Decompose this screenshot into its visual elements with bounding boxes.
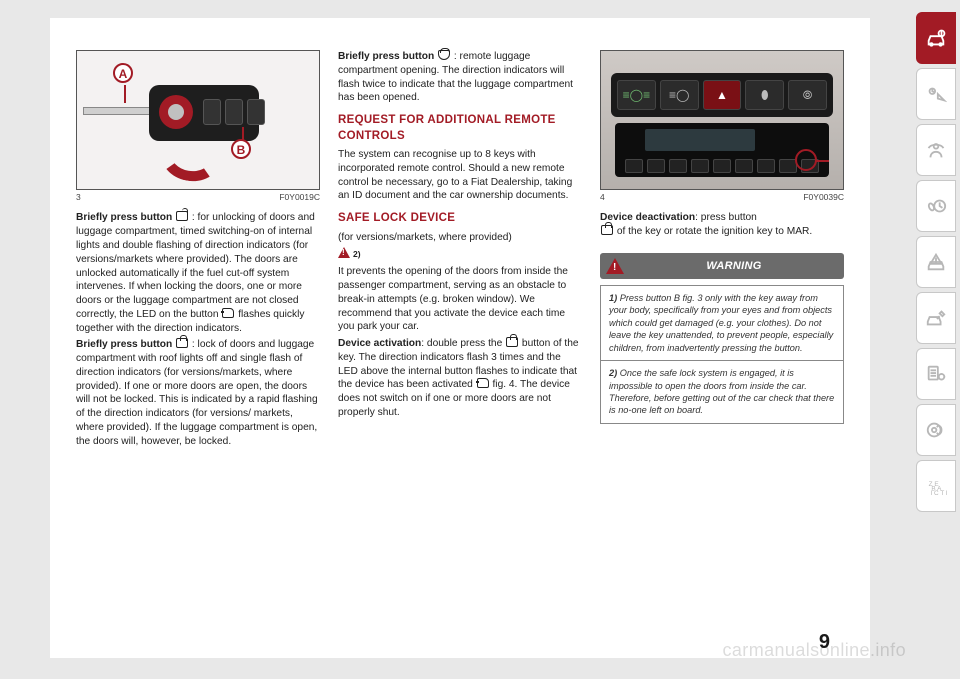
figure-code: F0Y0039C (803, 192, 844, 203)
dash-switch-strip: ≡◯≡ ≡◯ ▲ ⬮ ⦾ (611, 73, 833, 117)
radio-display (645, 129, 755, 151)
key-blade (83, 107, 153, 115)
warning-triangle-icon (606, 258, 624, 274)
fob-button (225, 99, 243, 125)
figure-4: ≡◯≡ ≡◯ ▲ ⬮ ⦾ (600, 50, 844, 190)
text: : double press the (421, 338, 505, 349)
subheading: (for versions/markets, where provided) (338, 231, 582, 245)
car-icon (222, 308, 234, 318)
tab-tech-specs[interactable] (916, 348, 956, 400)
switch: ⬮ (745, 80, 784, 110)
text: : press button (695, 212, 757, 223)
tab-multimedia[interactable] (916, 404, 956, 456)
svg-text:I C T D: I C T D (931, 490, 948, 497)
body-text: Briefly press button : remote luggage co… (338, 50, 582, 105)
tab-knowing-car[interactable] (916, 12, 956, 64)
hazard-switch: ▲ (703, 80, 742, 110)
warning-number: 2) (353, 249, 361, 259)
manual-page: A B 3 F0Y0019C Briefly press button : fo… (50, 18, 870, 658)
figure-4-caption: 4 F0Y0039C (600, 192, 844, 203)
text: : lock of doors and luggage compartment … (76, 339, 318, 446)
figure-number: 3 (76, 192, 81, 203)
label: Device deactivation (600, 212, 695, 223)
fob-button (203, 99, 221, 125)
tab-emergency[interactable] (916, 236, 956, 288)
figure-3: A B (76, 50, 320, 190)
warning-label: WARNING (630, 259, 838, 274)
column-2: Briefly press button : remote luggage co… (338, 50, 582, 638)
column-1: A B 3 F0Y0019C Briefly press button : fo… (76, 50, 320, 638)
switch: ≡◯≡ (617, 80, 656, 110)
warning-note-1: 1) Press button B fig. 3 only with the k… (600, 285, 844, 361)
watermark: carmanualsonline.info (722, 640, 906, 661)
pointer-circle (795, 149, 817, 171)
note-text: Press button B fig. 3 only with the key … (609, 293, 833, 353)
lock-icon (601, 225, 613, 235)
label: Briefly press button (76, 212, 175, 223)
fob-button (247, 99, 265, 125)
warning-ref: 2) (338, 247, 582, 262)
unlock-icon (176, 211, 188, 221)
tab-dashboard[interactable] (916, 68, 956, 120)
body-text: It prevents the opening of the doors fro… (338, 265, 582, 334)
figure-number: 4 (600, 192, 605, 203)
body-text: Device activation: double press the butt… (338, 337, 582, 420)
callout-a: A (113, 63, 133, 83)
radio-unit (615, 123, 829, 177)
tab-starting[interactable] (916, 180, 956, 232)
label: Device activation (338, 338, 421, 349)
warning-note-2: 2) Once the safe lock system is engaged,… (600, 361, 844, 424)
fiat-badge (159, 95, 193, 129)
text: : for unlocking of doors and luggage com… (76, 212, 315, 319)
warning-banner: WARNING (600, 253, 844, 279)
note-text: Once the safe lock system is engaged, it… (609, 368, 834, 415)
switch: ≡◯ (660, 80, 699, 110)
radio-buttons (625, 159, 819, 173)
callout-b: B (231, 139, 251, 159)
figure-3-caption: 3 F0Y0019C (76, 192, 320, 203)
label: Briefly press button (76, 339, 175, 350)
lock-icon (176, 338, 188, 348)
label: Briefly press button (338, 51, 437, 62)
car-icon (477, 378, 489, 388)
body-text: The system can recognise up to 8 keys wi… (338, 148, 582, 203)
tab-index[interactable]: Z EB AI C T D (916, 460, 956, 512)
figure-code: F0Y0019C (279, 192, 320, 203)
body-text: Briefly press button : lock of doors and… (76, 338, 320, 448)
column-3: ≡◯≡ ≡◯ ▲ ⬮ ⦾ 4 F0Y0039C Device deactivat… (600, 50, 844, 638)
text: of the key or rotate the ignition key to… (614, 226, 812, 237)
body-text: Briefly press button : for unlocking of … (76, 211, 320, 335)
trunk-icon (438, 50, 450, 60)
body-text: Device deactivation: press button of the… (600, 211, 844, 239)
warning-triangle-icon (338, 247, 350, 258)
switch: ⦾ (788, 80, 827, 110)
heading-safe-lock: SAFE LOCK DEVICE (338, 211, 582, 227)
lock-icon (506, 337, 518, 347)
section-tabs: Z EB AI C T D (916, 12, 956, 512)
heading-request-remotes: REQUEST FOR ADDITIONAL REMOTE CONTROLS (338, 113, 582, 144)
tab-maintenance[interactable] (916, 292, 956, 344)
tab-safety[interactable] (916, 124, 956, 176)
